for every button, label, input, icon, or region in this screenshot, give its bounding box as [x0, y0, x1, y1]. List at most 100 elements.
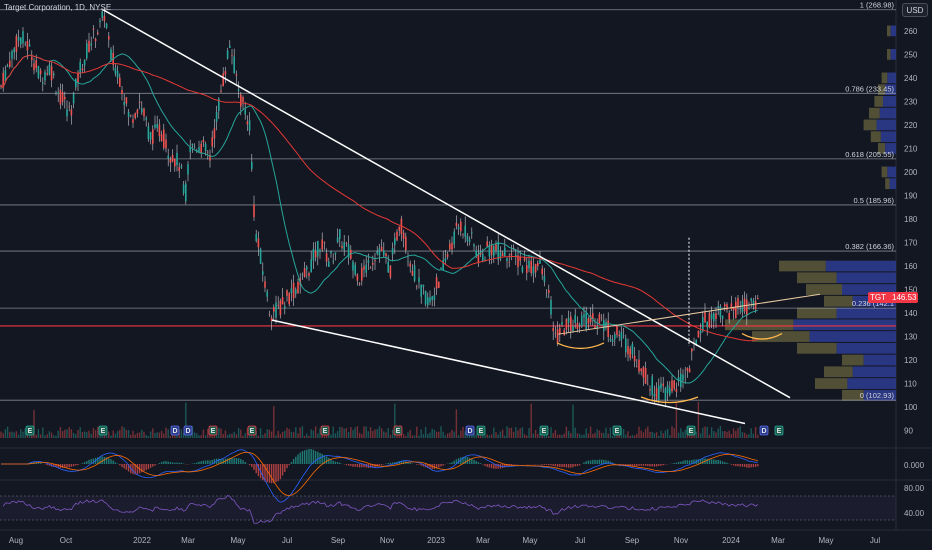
- earnings-marker[interactable]: E: [98, 425, 108, 436]
- candle-body: [455, 222, 458, 227]
- candle-body: [244, 109, 246, 115]
- volume-bar: [198, 435, 200, 438]
- earnings-marker[interactable]: E: [612, 425, 622, 436]
- volume-bar: [301, 426, 304, 438]
- macd-histogram-bar: [741, 464, 744, 467]
- event-marker-letter: D: [761, 428, 766, 435]
- earnings-marker[interactable]: E: [25, 425, 35, 436]
- candle-body: [565, 319, 568, 330]
- dividend-marker[interactable]: D: [759, 425, 769, 436]
- earnings-marker[interactable]: E: [247, 425, 257, 436]
- macd-histogram-bar: [92, 458, 95, 464]
- earnings-marker[interactable]: E: [774, 425, 784, 436]
- volume-bar: [409, 429, 411, 438]
- dividend-marker[interactable]: D: [465, 425, 475, 436]
- volume-bar: [598, 430, 601, 438]
- candle: [64, 91, 66, 109]
- candle: [13, 46, 15, 60]
- candle-body: [598, 314, 601, 324]
- macd-histogram-bar: [81, 463, 84, 464]
- macd-histogram-bar: [105, 457, 108, 464]
- candle: [746, 293, 748, 326]
- candle: [537, 260, 539, 271]
- candle: [275, 295, 277, 324]
- macd-histogram-bar: [53, 464, 55, 467]
- volume-bar: [739, 426, 741, 438]
- candle: [97, 29, 99, 36]
- macd-histogram-bar: [466, 456, 469, 464]
- volume-bar: [475, 434, 477, 438]
- candle-body: [433, 295, 436, 300]
- volume-profile-bar-up: [863, 389, 896, 401]
- candle-body: [259, 248, 262, 264]
- candle-body: [226, 50, 229, 59]
- macd-histogram-bar: [638, 464, 640, 466]
- volume-bar: [233, 431, 235, 438]
- candle-body: [279, 300, 282, 316]
- volume-bar: [431, 428, 433, 438]
- volume-bar: [246, 428, 249, 438]
- macd-histogram-bar: [374, 464, 376, 468]
- candle: [735, 297, 737, 319]
- candle-body: [92, 28, 95, 30]
- macd-histogram-bar: [378, 464, 381, 466]
- candle-body: [719, 306, 722, 318]
- earnings-marker[interactable]: E: [539, 425, 549, 436]
- candle: [627, 338, 629, 362]
- candle: [433, 287, 436, 307]
- earnings-marker[interactable]: E: [476, 425, 486, 436]
- currency-badge[interactable]: USD: [902, 3, 928, 17]
- earnings-marker[interactable]: E: [393, 425, 403, 436]
- candle-body: [649, 389, 651, 391]
- dividend-marker[interactable]: D: [170, 425, 180, 436]
- candle-body: [11, 51, 13, 59]
- candle-body: [473, 244, 475, 247]
- candle-body: [233, 56, 235, 74]
- volume-bar: [460, 430, 462, 438]
- macd-histogram-bar: [141, 464, 143, 473]
- candle-body: [493, 246, 495, 257]
- volume-bar: [721, 431, 724, 438]
- event-marker-box: [465, 425, 475, 436]
- macd-histogram-bar: [103, 456, 106, 464]
- candle-body: [468, 239, 471, 242]
- volume-bar: [651, 431, 653, 438]
- candle-body: [706, 321, 708, 328]
- volume-bar: [697, 401, 700, 438]
- macd-histogram-bar: [281, 464, 284, 476]
- macd-histogram-bar: [682, 460, 684, 464]
- volume-profile-bar-up: [885, 84, 896, 96]
- candle-body: [688, 368, 691, 373]
- candle: [541, 265, 543, 280]
- volume-bar: [4, 429, 7, 438]
- volume-bar: [339, 426, 341, 438]
- candle-body: [501, 253, 504, 257]
- candle-body: [457, 227, 460, 230]
- candle: [231, 49, 233, 65]
- time-axis-tick: May: [522, 536, 537, 545]
- candle-body: [39, 70, 42, 75]
- earnings-marker[interactable]: E: [320, 425, 330, 436]
- volume-bar: [218, 427, 220, 438]
- candle: [673, 379, 675, 391]
- volume-bar: [147, 435, 150, 438]
- candle-body: [50, 66, 53, 81]
- volume-bar: [594, 432, 596, 438]
- macd-histogram-bar: [462, 456, 464, 464]
- earnings-marker[interactable]: E: [686, 425, 696, 436]
- volume-bar: [614, 435, 616, 438]
- macd-histogram-bar: [649, 464, 651, 467]
- candle-body: [653, 393, 656, 397]
- earnings-marker[interactable]: E: [208, 425, 218, 436]
- volume-bar: [699, 433, 702, 438]
- candle: [398, 226, 400, 237]
- candle: [574, 308, 576, 329]
- trendline-drawings[interactable]: [102, 9, 821, 425]
- price-axis-tick: 240: [904, 74, 918, 83]
- candle-body: [660, 383, 662, 389]
- volume-bar: [607, 433, 609, 438]
- dividend-marker[interactable]: D: [183, 425, 193, 436]
- candle: [638, 350, 640, 375]
